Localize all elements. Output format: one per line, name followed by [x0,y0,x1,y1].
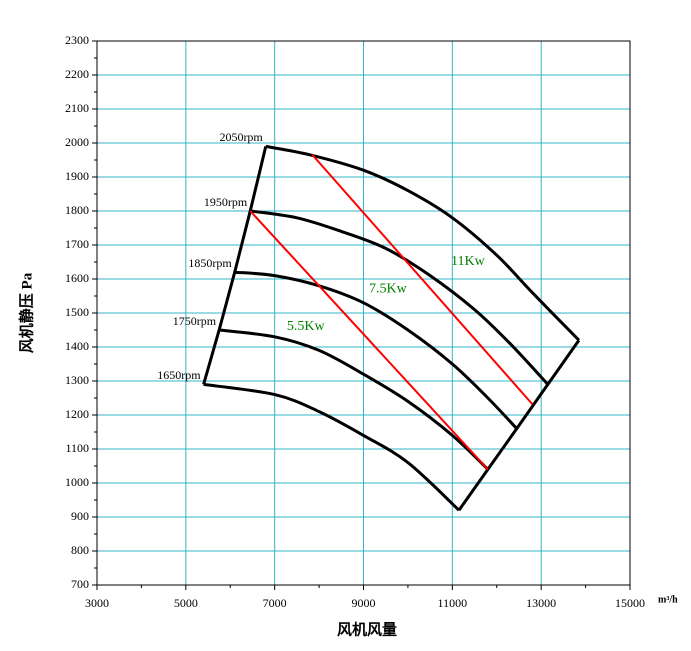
y-tick-label: 1100 [65,441,89,455]
y-tick-label: 1900 [65,169,89,183]
curve-label: 1750rpm [173,314,217,328]
y-tick-label: 1700 [65,237,89,251]
y-axis-label: 风机静压 Pa [17,272,35,353]
curve-label: 1650rpm [157,368,201,382]
y-tick-label: 1500 [65,305,89,319]
x-axis-label: 风机风量 [337,620,397,638]
x-tick-label: 11000 [438,596,468,610]
power-line [249,210,489,471]
y-tick-label: 1300 [65,373,89,387]
x-tick-label: 15000 [615,596,645,610]
y-tick-label: 1600 [65,271,89,285]
y-tick-label: 2100 [65,101,89,115]
power-label: 5.5Kw [287,319,326,334]
rpm-curve [250,209,549,386]
curve-label: 1850rpm [188,256,232,270]
rpm-curve [203,382,461,512]
power-label: 11Kw [451,254,486,269]
y-tick-label: 2300 [65,33,89,47]
y-tick-label: 2200 [65,67,89,81]
y-tick-label: 700 [71,577,89,591]
x-tick-label: 7000 [263,596,287,610]
x-tick-label: 13000 [526,596,556,610]
curve-label: 1950rpm [204,195,248,209]
y-tick-label: 1200 [65,407,89,421]
boundary-line [202,146,268,385]
power-label: 7.5Kw [369,281,408,296]
rpm-curve [265,144,580,342]
y-tick-label: 1400 [65,339,89,353]
plot-frame [96,40,631,586]
x-tick-label: 5000 [174,596,198,610]
curve-label: 2050rpm [219,130,263,144]
y-tick-label: 1000 [65,475,89,489]
power-line [311,154,534,405]
y-tick-label: 900 [71,509,89,523]
y-tick-label: 800 [71,543,89,557]
x-unit: m³/h [658,594,678,605]
y-tick-label: 2000 [65,135,89,149]
y-tick-label: 1800 [65,203,89,217]
x-tick-label: 3000 [85,596,109,610]
x-tick-label: 9000 [352,596,376,610]
boundary-line [457,339,581,512]
rpm-curve [218,328,489,471]
rpm-curve [234,270,518,430]
